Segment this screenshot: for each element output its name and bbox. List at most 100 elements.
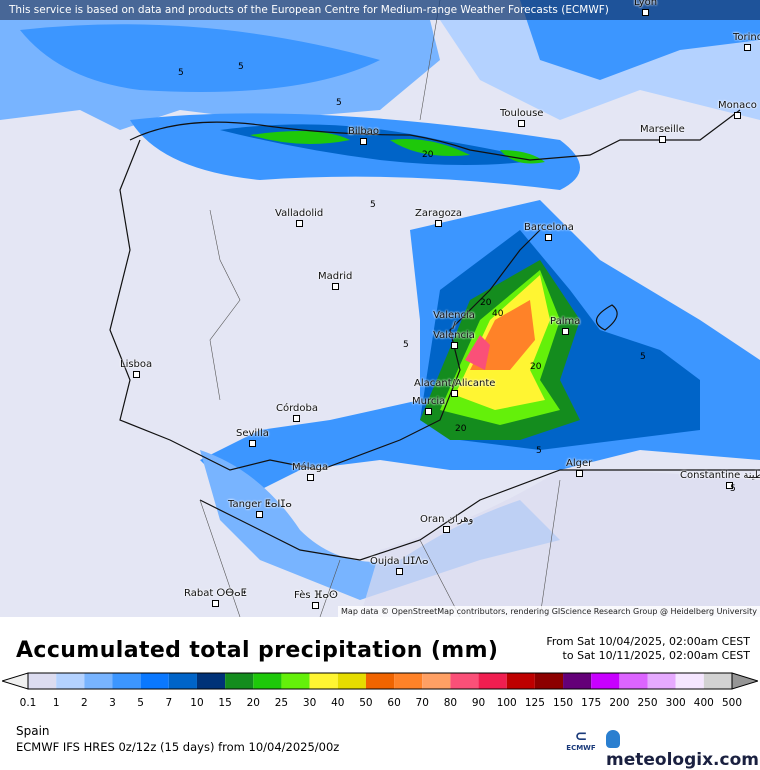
legend-swatch xyxy=(281,673,310,689)
contour-label: 5 xyxy=(536,446,542,456)
legend-swatch xyxy=(422,673,451,689)
legend-tick: 80 xyxy=(443,697,458,709)
legend-tick: 2 xyxy=(80,697,88,709)
legend-swatch xyxy=(196,673,226,689)
map-attribution: Map data © OpenStreetMap contributors, r… xyxy=(338,606,760,617)
legend-tick: 250 xyxy=(637,697,658,709)
city-label: Toulouse xyxy=(500,108,543,127)
contour-label: 5 xyxy=(370,200,376,210)
ecmwf-logo-text: ECMWF xyxy=(566,744,596,752)
period-from: From Sat 10/04/2025, 02:00am CEST xyxy=(546,635,750,648)
legend-tick: 40 xyxy=(331,697,345,709)
city-label: Barcelona xyxy=(524,222,574,241)
legend-tick: 3 xyxy=(109,697,116,709)
ecmwf-logo: ⊂ ECMWF xyxy=(566,727,596,752)
legend-swatch xyxy=(28,673,57,689)
period-to: to Sat 10/11/2025, 02:00am CEST xyxy=(562,649,750,662)
legend-swatch xyxy=(112,673,141,689)
region-label: Spain xyxy=(16,724,50,738)
city-label: Sevilla xyxy=(236,428,269,447)
city-label: Murcia xyxy=(412,396,445,415)
legend-tick: 175 xyxy=(581,697,602,709)
legend-tick: 90 xyxy=(471,697,486,709)
city-label: Málaga xyxy=(292,462,328,481)
legend-swatch xyxy=(56,673,85,689)
contour-label: 5 xyxy=(336,98,342,108)
contour-label: 5 xyxy=(640,352,646,362)
legend-under-arrow xyxy=(2,672,29,690)
legend-tick: 300 xyxy=(665,697,686,709)
legend-swatch xyxy=(309,673,338,689)
legend-swatch xyxy=(534,673,564,689)
contour-label: 20 xyxy=(455,424,467,434)
city-label: Monaco xyxy=(718,100,757,119)
legend-swatch xyxy=(591,673,620,689)
legend-tick: 5 xyxy=(137,697,144,709)
legend-swatch xyxy=(450,673,479,689)
legend-tick: 100 xyxy=(496,697,517,709)
forecast-period: From Sat 10/04/2025, 02:00am CEST to Sat… xyxy=(546,635,750,663)
city-label: Marseille xyxy=(640,124,685,143)
legend-swatch xyxy=(253,673,282,689)
contour-label: 20 xyxy=(480,298,492,308)
city-label: Constantine قسنطينة xyxy=(680,470,760,489)
legend-tick: 0.1 xyxy=(19,697,37,709)
legend-over-arrow xyxy=(731,672,758,690)
contour-label: 20 xyxy=(422,150,434,160)
city-label: Fès ⴼⴰⵙ xyxy=(294,590,338,609)
legend-swatch xyxy=(478,673,507,689)
legend-swatch xyxy=(647,673,676,689)
legend-tick: 7 xyxy=(165,697,173,709)
city-label: Zaragoza xyxy=(415,208,462,227)
legend-swatch xyxy=(84,673,113,689)
legend-tick: 500 xyxy=(721,697,743,709)
legend-swatch xyxy=(506,673,535,689)
city-label: Rabat ⵔⴱⴰⵟ xyxy=(184,588,247,607)
contour-label: 20 xyxy=(530,362,542,372)
legend-swatch xyxy=(703,673,732,689)
legend-tick: 400 xyxy=(693,697,714,709)
model-info: ECMWF IFS HRES 0z/12z (15 days) from 10/… xyxy=(16,740,340,754)
contour-label: 5 xyxy=(238,62,244,72)
city-label: Bilbao xyxy=(348,126,379,145)
legend-swatch xyxy=(563,673,592,689)
legend-swatch xyxy=(168,673,197,689)
contour-label: 5 xyxy=(403,340,409,350)
precipitation-map[interactable]: This service is based on data and produc… xyxy=(0,0,760,617)
brand-name: meteologix.com xyxy=(606,750,759,770)
legend-swatch xyxy=(619,673,648,689)
legend-tick: 15 xyxy=(218,697,232,709)
precip-field xyxy=(0,0,760,617)
city-label: Oujda ⵡⵊⴷⴰ xyxy=(370,556,429,575)
contour-label: 40 xyxy=(492,309,504,319)
city-label: Alacant/Alicante xyxy=(414,378,495,397)
legend-tick: 125 xyxy=(524,697,545,709)
legend-tick: 200 xyxy=(609,697,630,709)
chart-title: Accumulated total precipitation (mm) xyxy=(16,638,499,663)
city-label: Córdoba xyxy=(276,403,318,422)
city-label: Torino xyxy=(733,32,760,51)
legend-swatch xyxy=(675,673,704,689)
legend-tick: 1 xyxy=(52,697,60,709)
legend-border xyxy=(27,672,733,690)
legend-tick: 70 xyxy=(415,697,429,709)
city-label: Lyon xyxy=(634,0,657,16)
city-label: Alger xyxy=(566,458,592,477)
city-label: Valladolid xyxy=(275,208,323,227)
city-label: Oran وهران xyxy=(420,514,473,533)
legend-tick: 50 xyxy=(359,697,373,709)
legend-tick: 20 xyxy=(246,697,260,709)
legend-tick: 25 xyxy=(274,697,289,709)
city-label: Palma xyxy=(550,316,580,335)
color-legend-bar xyxy=(2,672,758,690)
legend-tick: 60 xyxy=(387,697,401,709)
city-label: Madrid xyxy=(318,271,352,290)
legend-tick: 30 xyxy=(302,697,317,709)
contour-label: 5 xyxy=(178,68,184,78)
legend-swatch xyxy=(365,673,395,689)
legend-swatch xyxy=(225,673,254,689)
meteologix-logo[interactable]: meteologix.com xyxy=(606,730,760,770)
legend-swatch xyxy=(394,673,423,689)
contour-label: 5 xyxy=(730,484,736,494)
legend-tick: 150 xyxy=(553,697,574,709)
